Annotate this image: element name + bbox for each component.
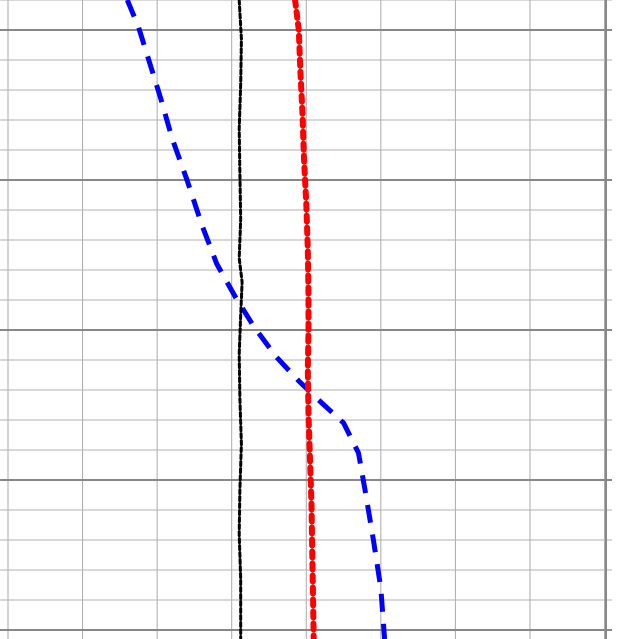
series-line-3 — [237, 0, 244, 639]
series-lines — [124, 0, 388, 639]
series-line-2 — [292, 0, 317, 639]
series-line-1 — [124, 0, 388, 639]
